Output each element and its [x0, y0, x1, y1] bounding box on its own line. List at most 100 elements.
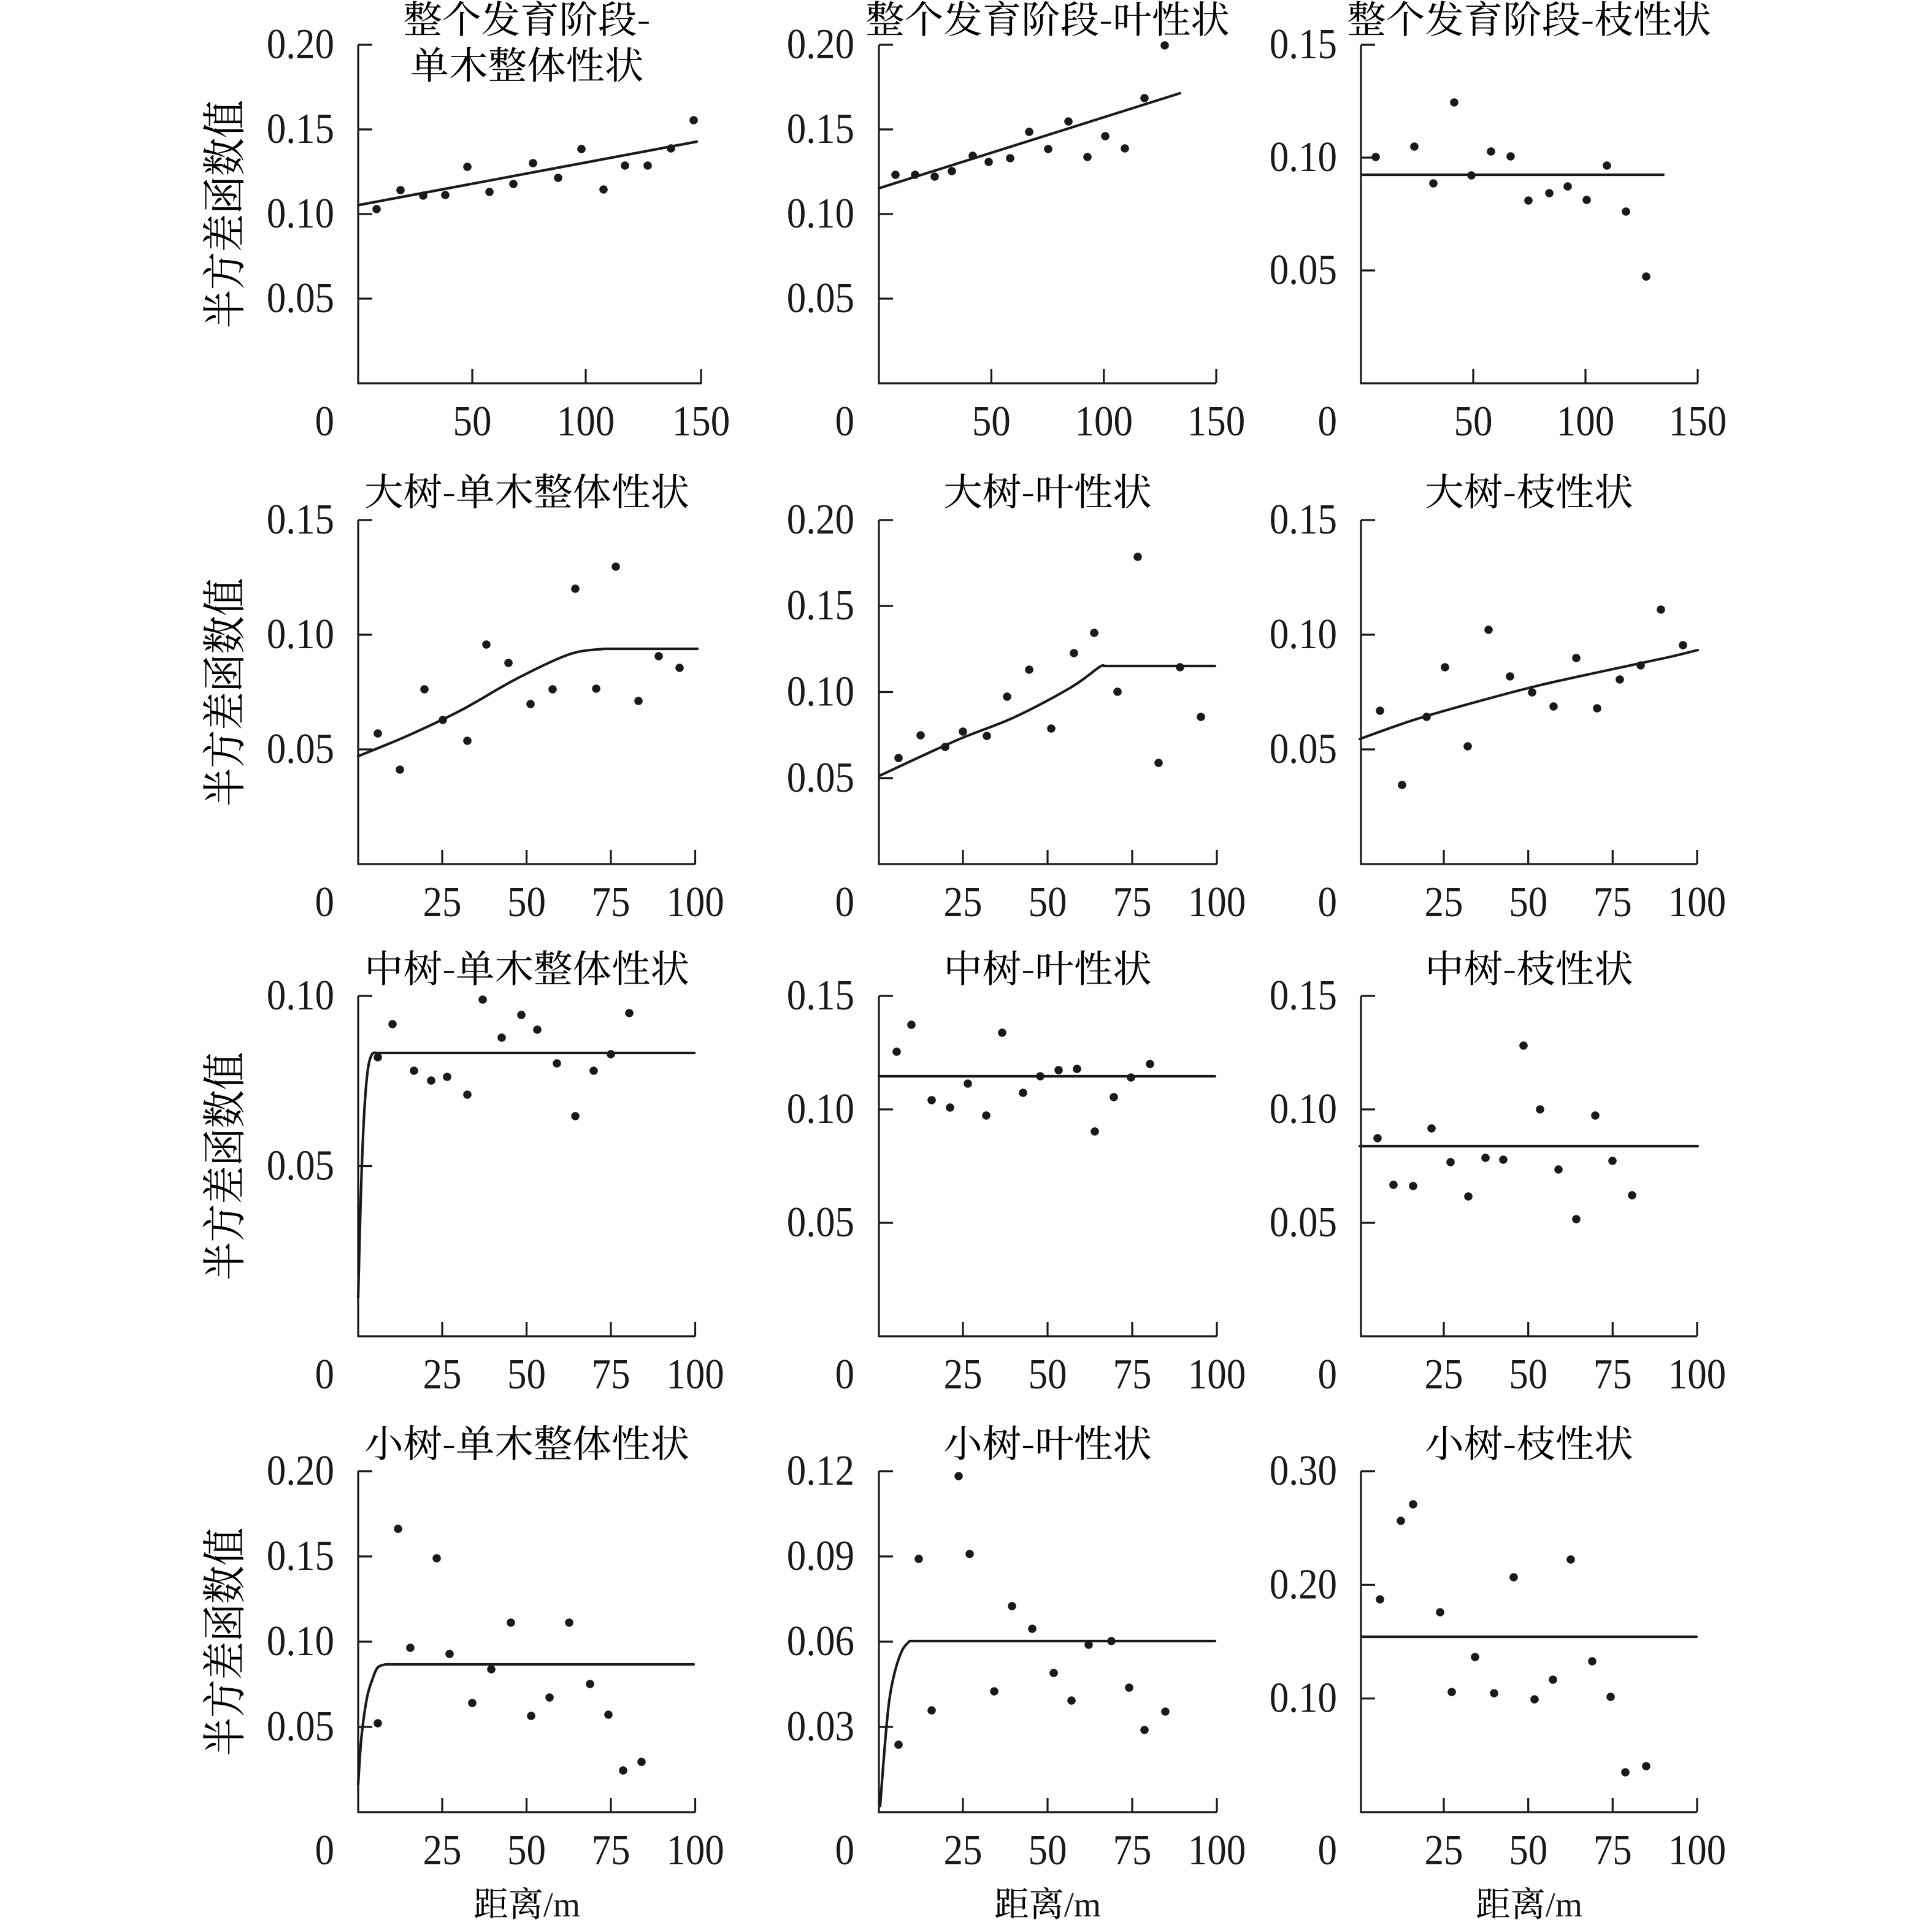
svg-text:0.30: 0.30 — [1270, 1447, 1337, 1494]
svg-text:100: 100 — [1188, 1351, 1246, 1398]
svg-text:75: 75 — [1593, 879, 1632, 926]
svg-text:50: 50 — [507, 1351, 546, 1398]
svg-text:0.20: 0.20 — [267, 21, 334, 68]
svg-text:0: 0 — [835, 879, 854, 926]
svg-text:50: 50 — [1509, 1827, 1547, 1874]
svg-text:25: 25 — [423, 1351, 462, 1398]
svg-text:0.10: 0.10 — [1270, 134, 1337, 181]
svg-text:50: 50 — [453, 398, 492, 445]
svg-text:100: 100 — [1668, 1827, 1726, 1874]
svg-text:0.20: 0.20 — [267, 1447, 334, 1494]
svg-text:0.10: 0.10 — [1270, 611, 1337, 658]
svg-text:0: 0 — [1317, 1827, 1337, 1874]
svg-text:0: 0 — [1317, 879, 1337, 926]
svg-text:50: 50 — [1029, 1351, 1067, 1398]
svg-text:0.05: 0.05 — [787, 754, 854, 802]
svg-text:25: 25 — [1425, 1827, 1463, 1874]
svg-text:0.15: 0.15 — [267, 105, 334, 153]
svg-text:50: 50 — [972, 398, 1011, 445]
svg-text:100: 100 — [1668, 879, 1726, 926]
svg-text:50: 50 — [1509, 879, 1547, 926]
svg-text:0: 0 — [315, 1827, 334, 1874]
svg-text:0.05: 0.05 — [267, 1703, 334, 1750]
svg-text:0.15: 0.15 — [1270, 496, 1337, 543]
svg-text:0: 0 — [1317, 1351, 1337, 1398]
svg-text:0.20: 0.20 — [787, 21, 854, 68]
svg-text:0.05: 0.05 — [1270, 725, 1337, 773]
svg-text:150: 150 — [1669, 398, 1727, 445]
svg-text:75: 75 — [592, 1351, 631, 1398]
svg-text:/m: /m — [1546, 1886, 1582, 1924]
svg-text:75: 75 — [592, 1827, 631, 1874]
svg-text:0.05: 0.05 — [1270, 1199, 1337, 1246]
svg-text:25: 25 — [1425, 1351, 1463, 1398]
svg-text:100: 100 — [1188, 879, 1246, 926]
svg-text:75: 75 — [1593, 1827, 1632, 1874]
svg-text:75: 75 — [1113, 1351, 1152, 1398]
svg-text:100: 100 — [1075, 398, 1132, 445]
svg-text:50: 50 — [507, 1827, 546, 1874]
svg-text:0.10: 0.10 — [1270, 1675, 1337, 1722]
svg-text:150: 150 — [1187, 398, 1245, 445]
svg-text:0.10: 0.10 — [1270, 1085, 1337, 1133]
svg-text:0.10: 0.10 — [267, 190, 334, 237]
svg-text:0.05: 0.05 — [267, 1142, 334, 1190]
svg-text:0.03: 0.03 — [787, 1703, 854, 1750]
svg-text:0.12: 0.12 — [787, 1447, 854, 1494]
svg-text:50: 50 — [1454, 398, 1493, 445]
svg-text:25: 25 — [944, 1827, 983, 1874]
svg-text:150: 150 — [672, 398, 730, 445]
svg-text:0.10: 0.10 — [267, 972, 334, 1019]
svg-text:0: 0 — [1317, 398, 1337, 445]
svg-text:0.20: 0.20 — [1270, 1561, 1337, 1608]
svg-text:0: 0 — [315, 879, 334, 926]
svg-text:0: 0 — [315, 398, 334, 445]
svg-text:25: 25 — [944, 1351, 983, 1398]
svg-text:0.05: 0.05 — [787, 275, 854, 322]
svg-text:50: 50 — [1029, 1827, 1067, 1874]
svg-text:100: 100 — [666, 1351, 724, 1398]
svg-text:0.15: 0.15 — [1270, 972, 1337, 1019]
svg-text:25: 25 — [1425, 879, 1463, 926]
svg-text:25: 25 — [423, 879, 462, 926]
svg-text:0.10: 0.10 — [267, 611, 334, 658]
svg-text:50: 50 — [507, 879, 546, 926]
svg-text:0.05: 0.05 — [787, 1199, 854, 1246]
svg-text:50: 50 — [1509, 1351, 1547, 1398]
svg-text:100: 100 — [1188, 1827, 1246, 1874]
svg-text:0: 0 — [835, 1827, 854, 1874]
svg-text:0.05: 0.05 — [1270, 247, 1337, 294]
svg-text:0.10: 0.10 — [787, 1085, 854, 1133]
svg-text:0.05: 0.05 — [267, 725, 334, 773]
svg-text:100: 100 — [1668, 1351, 1726, 1398]
svg-text:0.15: 0.15 — [1270, 21, 1337, 68]
svg-text:100: 100 — [666, 1827, 724, 1874]
svg-text:/m: /m — [543, 1886, 580, 1924]
svg-text:0.05: 0.05 — [267, 275, 334, 322]
svg-text:0.09: 0.09 — [787, 1533, 854, 1580]
svg-text:0.15: 0.15 — [787, 105, 854, 153]
svg-text:0.20: 0.20 — [787, 496, 854, 543]
svg-text:100: 100 — [1557, 398, 1614, 445]
svg-text:25: 25 — [944, 879, 983, 926]
svg-text:0.15: 0.15 — [267, 1533, 334, 1580]
svg-text:75: 75 — [1593, 1351, 1632, 1398]
svg-text:0: 0 — [835, 398, 854, 445]
svg-text:0.10: 0.10 — [787, 190, 854, 237]
svg-text:0.15: 0.15 — [787, 582, 854, 629]
svg-text:50: 50 — [1029, 879, 1067, 926]
svg-text:0.06: 0.06 — [787, 1618, 854, 1665]
svg-text:25: 25 — [423, 1827, 462, 1874]
svg-text:100: 100 — [666, 879, 724, 926]
svg-text:75: 75 — [1113, 1827, 1152, 1874]
svg-text:0.15: 0.15 — [787, 972, 854, 1019]
svg-text:/m: /m — [1064, 1886, 1101, 1924]
svg-text:0.10: 0.10 — [267, 1618, 334, 1665]
svg-text:100: 100 — [557, 398, 615, 445]
svg-text:75: 75 — [592, 879, 631, 926]
svg-text:75: 75 — [1113, 879, 1152, 926]
svg-text:0.15: 0.15 — [267, 496, 334, 543]
svg-text:0: 0 — [835, 1351, 854, 1398]
svg-text:0: 0 — [315, 1351, 334, 1398]
svg-text:0.10: 0.10 — [787, 668, 854, 716]
